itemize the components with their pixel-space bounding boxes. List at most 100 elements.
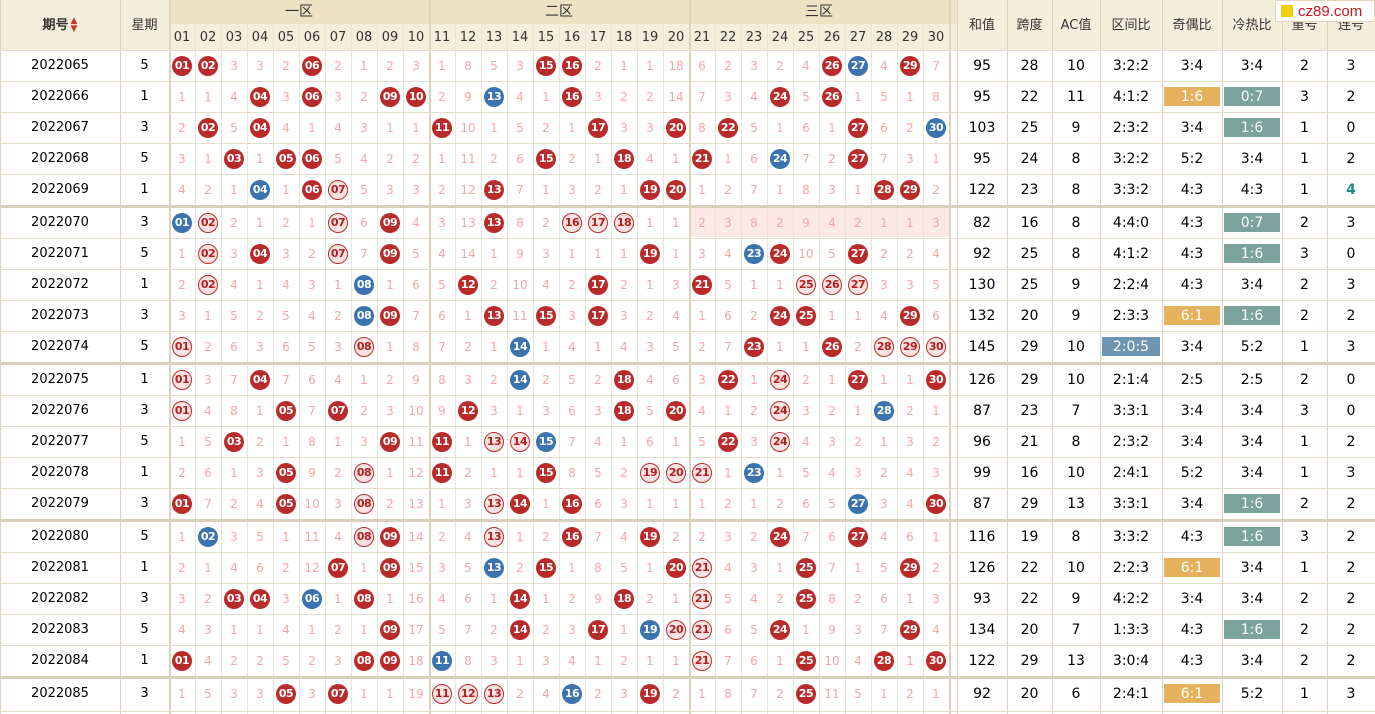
number-cell: 09 (377, 81, 403, 112)
number-cell: 15 (533, 552, 559, 583)
miss-count: 1 (802, 622, 810, 637)
stat-con: 2 (1346, 528, 1356, 545)
stat-rep: 1 (1300, 685, 1309, 702)
header-number-05: 05 (277, 29, 295, 45)
miss-count: 9 (412, 372, 420, 387)
stat-zone: 4:1:2 (1112, 88, 1150, 105)
red-ball: 11 (432, 462, 452, 483)
miss-count: 4 (854, 653, 862, 668)
number-cell: 27 (845, 521, 871, 552)
stat-con: 4 (1346, 181, 1356, 198)
red-ball: 04 (250, 86, 270, 107)
miss-count: 6 (932, 308, 940, 323)
miss-count: 3 (490, 403, 498, 418)
miss-count: 5 (464, 560, 472, 575)
header-issue[interactable]: 期号 ▲ ▼ (0, 0, 120, 50)
stat-oe: 4:3 (1180, 621, 1204, 638)
miss-count: 8 (464, 653, 472, 668)
stat-sum: 116 (968, 528, 996, 545)
issue-cell: 2022075 (31, 372, 89, 387)
miss-count: 3 (568, 308, 576, 323)
stat-con: 0 (1346, 402, 1356, 419)
miss-count: 7 (880, 622, 888, 637)
miss-count: 4 (464, 529, 472, 544)
number-cell: 29 (897, 552, 923, 583)
zone-header-band (169, 0, 957, 24)
number-cell: 13 (481, 552, 507, 583)
miss-count: 1 (646, 496, 654, 511)
ring-ball: 08 (354, 462, 374, 483)
stat-ac: 13 (1067, 652, 1085, 669)
miss-count: 1 (490, 465, 498, 480)
stat-rep: 2 (1300, 590, 1309, 607)
miss-count: 1 (620, 58, 628, 73)
number-cell: 05 (273, 457, 299, 488)
header-number-23: 23 (745, 29, 763, 45)
header-number-17: 17 (589, 29, 607, 45)
blue-ball: 13 (484, 557, 504, 578)
red-ball: 17 (588, 619, 608, 640)
header-number-08: 08 (355, 29, 373, 45)
red-ball: 27 (848, 148, 868, 169)
header-number-19: 19 (641, 29, 659, 45)
row-divider (0, 238, 1375, 239)
number-cell: 15 (533, 50, 559, 81)
number-cell: 13 (481, 521, 507, 552)
miss-count: 1 (620, 182, 628, 197)
number-cell: 01 (169, 331, 195, 362)
number-cell: 28 (871, 331, 897, 362)
site-logo[interactable]: cz89.com (1275, 0, 1375, 22)
miss-count: 6 (256, 560, 264, 575)
number-cell: 19 (637, 678, 663, 709)
miss-count: 2 (490, 622, 498, 637)
header-stat-5: 奇偶比 (1172, 17, 1212, 33)
weekday-cell: 5 (140, 434, 149, 449)
column-divider (455, 24, 456, 714)
miss-count: 11 (824, 686, 840, 701)
column-divider (247, 24, 248, 714)
miss-count: 3 (646, 339, 654, 354)
miss-count: 2 (230, 215, 238, 230)
column-divider (957, 0, 958, 714)
number-cell: 01 (169, 488, 195, 519)
miss-count: 4 (620, 339, 628, 354)
ring-ball: 25 (796, 274, 816, 295)
miss-count: 1 (568, 246, 576, 261)
issue-cell: 2022080 (31, 529, 89, 544)
stat-ac: 8 (1071, 528, 1081, 545)
red-ball: 25 (796, 683, 816, 704)
red-ball: 16 (562, 526, 582, 547)
column-divider (845, 24, 846, 714)
number-cell: 05 (273, 488, 299, 519)
weekday-cell: 5 (140, 151, 149, 166)
miss-count: 11 (304, 529, 320, 544)
miss-count: 3 (542, 246, 550, 261)
stat-con: 3 (1346, 57, 1356, 74)
miss-count: 7 (230, 372, 238, 387)
miss-count: 2 (386, 151, 394, 166)
miss-count: 3 (750, 434, 758, 449)
number-cell: 09 (377, 426, 403, 457)
miss-count: 1 (490, 339, 498, 354)
red-ball: 26 (822, 336, 842, 357)
number-cell: 24 (767, 364, 793, 395)
number-cell: 13 (481, 678, 507, 709)
miss-count: 1 (256, 277, 264, 292)
red-ball: 09 (380, 619, 400, 640)
miss-count: 1 (568, 560, 576, 575)
miss-count: 2 (464, 339, 472, 354)
red-ball: 17 (588, 274, 608, 295)
miss-count: 2 (438, 529, 446, 544)
miss-count: 7 (802, 529, 810, 544)
red-ball: 09 (380, 305, 400, 326)
header-number-07: 07 (329, 29, 347, 45)
red-ball: 25 (796, 588, 816, 609)
miss-count: 3 (880, 496, 888, 511)
miss-count: 1 (672, 246, 680, 261)
ring-ball: 16 (562, 212, 582, 233)
miss-count: 4 (568, 339, 576, 354)
sort-icon[interactable]: ▲ ▼ (70, 16, 78, 34)
column-divider (585, 24, 586, 714)
miss-count: 1 (360, 372, 368, 387)
red-ball: 08 (354, 650, 374, 671)
